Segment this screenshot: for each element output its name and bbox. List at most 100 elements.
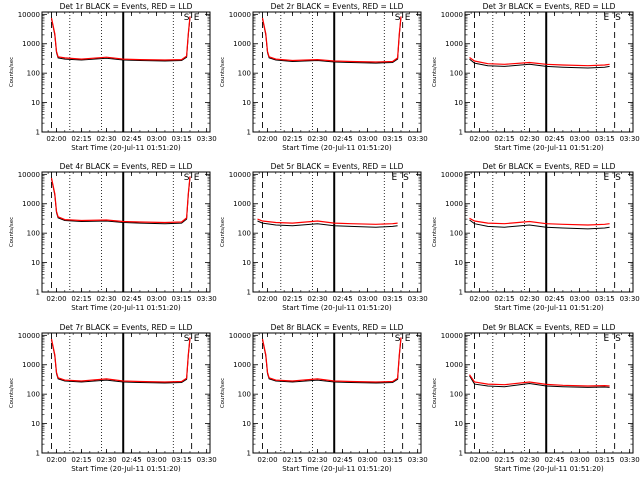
y-tick-label: 100 [450,70,463,78]
x-tick-label: 03:00 [147,135,167,143]
y-tick-label: 100 [450,230,463,238]
panel-title: Det 3r BLACK = Events, RED = LLD [483,2,616,11]
plot-frame [41,332,211,454]
y-tick-label: 100 [238,391,251,399]
y-tick-label: 1 [459,129,463,137]
x-tick-label: 03:15 [172,456,192,464]
plot-frame [252,171,422,293]
marker-letter: S [615,173,621,183]
y-axis-label: Counts/sec [432,217,438,247]
x-tick-label: 02:30 [519,135,539,143]
x-tick-label: 03:15 [595,295,615,303]
marker-letter: E [194,334,200,344]
events-series-line [469,58,610,69]
x-tick-label: 02:45 [121,456,141,464]
y-tick-label: 10000 [18,11,40,19]
y-tick-label: 100 [27,70,40,78]
y-tick-label: 10000 [441,11,463,19]
panel-title: Det 6r BLACK = Events, RED = LLD [483,162,616,171]
x-tick-label: 02:45 [544,295,564,303]
x-tick-label: 02:30 [307,295,327,303]
x-tick-label: 03:30 [197,135,217,143]
x-tick-label: 02:45 [332,135,352,143]
y-tick-label: 1000 [22,40,40,48]
x-tick-label: 02:15 [282,295,302,303]
marker-letter: S [615,13,621,23]
x-axis-label: Start Time (20-Jul-11 01:51:20) [494,304,604,312]
y-tick-label: 1 [247,289,251,297]
y-tick-label: 10 [31,99,40,107]
marker-letter: S [395,13,401,23]
x-tick-label: 02:30 [519,295,539,303]
x-tick-label: 03:00 [570,295,590,303]
x-axis-label: Start Time (20-Jul-11 01:51:20) [282,144,392,152]
plot-frame [252,332,422,454]
marker-letter: E [194,173,200,183]
lld-series-line [257,218,398,225]
x-tick-label: 03:30 [197,295,217,303]
y-tick-label: 10000 [441,332,463,340]
y-tick-label: 1 [459,450,463,458]
x-tick-label: 03:30 [620,295,640,303]
y-tick-label: 1000 [22,200,40,208]
lld-series-line [261,337,402,383]
x-tick-label: 03:00 [570,135,590,143]
x-tick-label: 02:15 [494,135,514,143]
x-tick-label: 02:15 [71,456,91,464]
panel-title: Det 8r BLACK = Events, RED = LLD [271,323,404,332]
x-axis-label: Start Time (20-Jul-11 01:51:20) [282,304,392,312]
x-tick-label: 03:15 [383,295,403,303]
x-tick-label: 02:45 [332,456,352,464]
x-tick-label: 03:00 [358,135,378,143]
plot-frame [464,171,634,293]
plot-frame [252,11,422,133]
events-series-line [469,375,610,388]
y-axis-label: Counts/sec [9,217,15,247]
x-tick-label: 03:30 [620,135,640,143]
x-tick-label: 03:30 [408,456,428,464]
detector-panel: Det 3r BLACK = Events, RED = LLD Counts/s… [432,2,640,152]
y-axis-label: Counts/sec [9,57,15,87]
x-tick-label: 03:00 [358,295,378,303]
y-tick-label: 10 [31,259,40,267]
x-tick-label: 02:00 [46,295,66,303]
y-axis-label: Counts/sec [220,378,226,408]
lld-series-line [50,176,191,224]
x-axis-label: Start Time (20-Jul-11 01:51:20) [71,304,181,312]
events-series-line [262,338,402,384]
y-tick-label: 1 [36,289,40,297]
x-tick-label: 03:15 [595,456,615,464]
marker-letter: S [184,173,190,183]
x-tick-label: 02:15 [282,135,302,143]
y-tick-label: 10 [242,259,251,267]
x-tick-label: 02:15 [494,295,514,303]
detector-panel: Det 6r BLACK = Events, RED = LLD Counts/s… [432,162,640,312]
x-tick-label: 03:00 [147,295,167,303]
x-tick-label: 03:15 [172,135,192,143]
x-tick-label: 03:15 [595,135,615,143]
y-tick-label: 10 [242,99,251,107]
marker-letter: E [603,334,609,344]
x-tick-label: 02:45 [121,295,141,303]
events-series-line [262,17,402,64]
x-tick-label: 02:00 [46,135,66,143]
x-tick-label: 02:00 [469,295,489,303]
events-series-line [51,17,191,62]
x-tick-label: 02:15 [494,456,514,464]
x-axis-label: Start Time (20-Jul-11 01:51:20) [282,465,392,473]
x-tick-label: 02:30 [96,456,116,464]
y-tick-label: 1000 [445,40,463,48]
y-axis-label: Counts/sec [432,378,438,408]
y-tick-label: 1000 [233,200,251,208]
detector-panel: Det 5r BLACK = Events, RED = LLD Counts/s… [220,162,428,312]
y-axis-label: Counts/sec [220,57,226,87]
panel-title: Det 9r BLACK = Events, RED = LLD [483,323,616,332]
plot-frame [41,11,211,133]
y-tick-label: 1000 [445,200,463,208]
y-tick-label: 1 [36,129,40,137]
events-series-line [469,219,610,230]
marker-letter: E [194,13,200,23]
x-tick-label: 02:30 [519,456,539,464]
marker-letter: S [615,334,621,344]
